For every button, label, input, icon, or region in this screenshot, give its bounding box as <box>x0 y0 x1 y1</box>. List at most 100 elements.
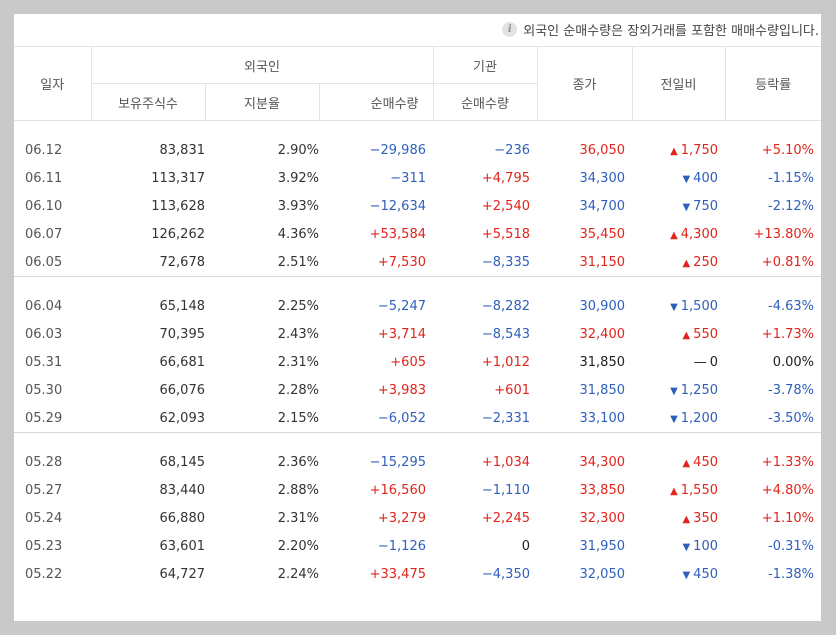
row-close: 31,150 <box>579 254 626 270</box>
row-close: 32,300 <box>579 510 626 526</box>
row-change-value: 750 <box>693 198 718 214</box>
row-close: 31,950 <box>579 538 626 554</box>
header-rate: 등락률 <box>724 46 821 121</box>
row-rate: -0.31% <box>768 538 814 554</box>
row-change: ▼ 1,250 <box>632 376 725 404</box>
row-foreign-net: −12,634 <box>369 198 426 214</box>
row-rate: -2.12% <box>768 198 814 214</box>
row-foreign-net: +33,475 <box>369 566 426 582</box>
row-holdings: 70,395 <box>159 326 206 342</box>
row-inst-net: +2,245 <box>481 510 530 526</box>
row-inst-net: +1,012 <box>481 354 530 370</box>
row-inst-net: −8,543 <box>481 326 530 342</box>
row-change: ▼ 1,500 <box>632 292 725 320</box>
table-row: 06.12 83,831 2.90% −29,986 −236 36,050 ▲ 1,750 +… <box>14 136 821 164</box>
row-rate: -4.63% <box>768 298 814 314</box>
row-inst-net: +1,034 <box>481 454 530 470</box>
row-close: 31,850 <box>579 354 626 370</box>
header-foreign: 외국인 <box>90 46 434 84</box>
row-change-value: 0 <box>709 354 718 370</box>
row-change: ▼ 400 <box>632 164 725 192</box>
header-date: 일자 <box>14 46 92 121</box>
row-date: 06.11 <box>25 170 63 186</box>
row-holdings: 83,440 <box>159 482 206 498</box>
row-date: 06.03 <box>25 326 63 342</box>
row-holdings: 66,076 <box>159 382 206 398</box>
down-triangle-icon: ▼ <box>682 541 691 553</box>
table-row: 05.27 83,440 2.88% +16,560 −1,110 33,850 ▲ 1,55… <box>14 476 821 504</box>
row-foreign-net: −5,247 <box>377 298 426 314</box>
row-share-ratio: 4.36% <box>277 226 319 242</box>
row-rate: +0.81% <box>761 254 814 270</box>
up-triangle-icon: ▲ <box>682 329 691 341</box>
header-foreign-net: 순매수량 <box>318 83 434 121</box>
row-holdings: 68,145 <box>159 454 206 470</box>
table-row: 05.28 68,145 2.36% −15,295 +1,034 34,300 ▲ 450 +… <box>14 448 821 476</box>
row-inst-net: −236 <box>494 142 530 158</box>
header-holdings: 보유주식수 <box>90 83 206 121</box>
row-share-ratio: 2.43% <box>277 326 319 342</box>
row-change-value: 1,200 <box>680 410 718 426</box>
row-change: ▲ 550 <box>632 320 725 348</box>
row-foreign-net: +7,530 <box>377 254 426 270</box>
row-date: 06.05 <box>25 254 63 270</box>
down-triangle-icon: ▼ <box>670 385 678 397</box>
row-rate: -3.78% <box>768 382 814 398</box>
row-holdings: 62,093 <box>159 410 206 426</box>
row-change-value: 100 <box>693 538 718 554</box>
row-date: 05.22 <box>25 566 63 582</box>
row-change-value: 400 <box>693 170 718 186</box>
notice: i 외국인 순매수량은 장외거래를 포함한 매매수량입니다. <box>502 14 819 44</box>
row-inst-net: +2,540 <box>481 198 530 214</box>
row-date: 06.07 <box>25 226 63 242</box>
row-change: ▼ 100 <box>632 532 725 560</box>
table-row: 06.03 70,395 2.43% +3,714 −8,543 32,400 ▲ 550 +1… <box>14 320 821 348</box>
row-foreign-net: −311 <box>390 170 426 186</box>
row-inst-net: −8,335 <box>481 254 530 270</box>
row-holdings: 113,317 <box>151 170 205 186</box>
row-date: 06.10 <box>25 198 63 214</box>
table-row: 06.07 126,262 4.36% +53,584 +5,518 35,450 ▲ 4,3… <box>14 220 821 248</box>
row-date: 05.29 <box>25 410 63 426</box>
row-inst-net: −4,350 <box>481 566 530 582</box>
table-row: 05.29 62,093 2.15% −6,052 −2,331 33,100 ▼ 1,200… <box>14 404 821 433</box>
row-date: 05.28 <box>25 454 63 470</box>
row-rate: +4.80% <box>761 482 814 498</box>
row-date: 05.24 <box>25 510 63 526</box>
row-date: 06.12 <box>25 142 63 158</box>
down-triangle-icon: ▼ <box>682 173 691 185</box>
table-row: 05.30 66,076 2.28% +3,983 +601 31,850 ▼ 1,250 -3… <box>14 376 821 404</box>
up-triangle-icon: ▲ <box>670 145 678 157</box>
row-foreign-net: +605 <box>390 354 426 370</box>
row-change: ▲ 1,550 <box>632 476 725 504</box>
row-inst-net: −1,110 <box>481 482 530 498</box>
down-triangle-icon: ▼ <box>670 413 678 425</box>
row-foreign-net: +3,279 <box>377 510 426 526</box>
table-row: 06.04 65,148 2.25% −5,247 −8,282 30,900 ▼ 1,500… <box>14 292 821 320</box>
row-close: 32,400 <box>579 326 626 342</box>
up-triangle-icon: ▲ <box>670 229 678 241</box>
header-institution: 기관 <box>432 46 538 84</box>
row-foreign-net: +53,584 <box>369 226 426 242</box>
notice-text: 외국인 순매수량은 장외거래를 포함한 매매수량입니다. <box>523 23 819 39</box>
row-change: ▲ 350 <box>632 504 725 532</box>
row-date: 05.30 <box>25 382 63 398</box>
row-foreign-net: +3,983 <box>377 382 426 398</box>
row-close: 34,300 <box>579 170 626 186</box>
row-holdings: 63,601 <box>159 538 206 554</box>
row-share-ratio: 2.20% <box>277 538 319 554</box>
table-row: 05.23 63,601 2.20% −1,126 0 31,950 ▼ 100 -0.31% <box>14 532 821 560</box>
row-share-ratio: 3.93% <box>277 198 319 214</box>
row-change-value: 4,300 <box>680 226 718 242</box>
header-close: 종가 <box>536 46 633 121</box>
row-share-ratio: 2.31% <box>277 354 319 370</box>
row-holdings: 65,148 <box>159 298 206 314</box>
table-row: 05.31 66,681 2.31% +605 +1,012 31,850 —0 0.00% <box>14 348 821 376</box>
row-close: 30,900 <box>579 298 626 314</box>
row-inst-net: +4,795 <box>481 170 530 186</box>
row-rate: -3.50% <box>768 410 814 426</box>
row-date: 06.04 <box>25 298 63 314</box>
row-change: ▲ 450 <box>632 448 725 476</box>
row-close: 33,850 <box>579 482 626 498</box>
up-triangle-icon: ▲ <box>670 485 678 497</box>
